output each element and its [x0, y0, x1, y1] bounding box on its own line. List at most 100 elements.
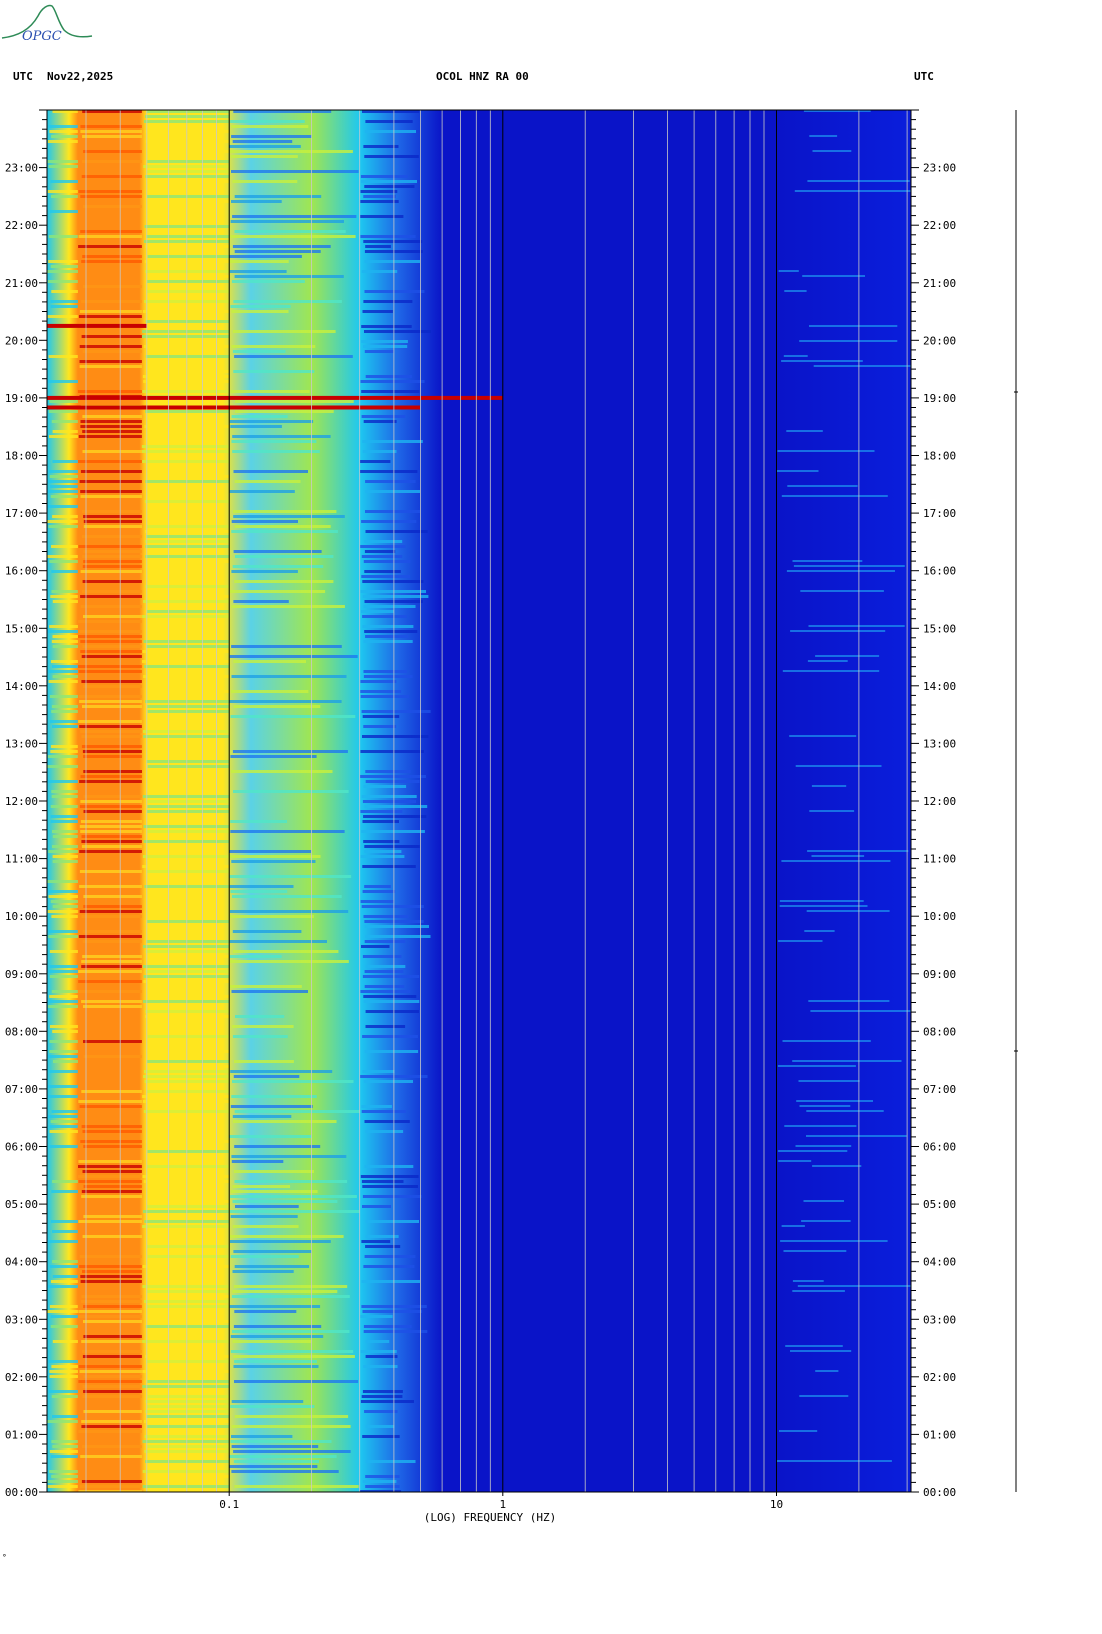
hf-burst	[807, 660, 848, 662]
spectral-stripe	[78, 190, 142, 193]
spectral-stripe	[364, 260, 420, 263]
y-tick-label: 18:00	[5, 450, 38, 463]
spectral-stripe	[47, 630, 78, 633]
spectral-stripe	[362, 1480, 397, 1483]
y-tick-label: 11:00	[5, 853, 38, 866]
spectral-stripe	[231, 990, 308, 993]
y-tick-label: 19:00	[5, 392, 38, 405]
spectral-stripe	[78, 1160, 142, 1163]
hf-burst	[795, 765, 882, 767]
spectral-stripe	[78, 1100, 142, 1103]
spectral-stripe	[50, 1315, 78, 1318]
spectral-stripe	[232, 1120, 337, 1123]
hf-burst	[799, 1105, 851, 1107]
spectral-stripe	[364, 985, 405, 988]
spectral-stripe	[50, 900, 78, 903]
hf-burst	[778, 270, 799, 272]
spectral-stripe	[230, 1255, 299, 1258]
spectral-stripe	[47, 1115, 78, 1118]
spectral-stripe	[365, 935, 431, 938]
spectral-stripe	[364, 540, 403, 543]
spectral-stripe	[47, 490, 78, 493]
spectral-stripe	[78, 935, 142, 938]
spectral-stripe	[360, 545, 406, 548]
spectral-stripe	[146, 645, 230, 648]
spectral-stripe	[360, 190, 398, 193]
spectral-stripe	[81, 1340, 142, 1343]
spectral-stripe	[363, 560, 411, 563]
spectral-stripe	[230, 1195, 357, 1198]
spectral-stripe	[49, 1145, 78, 1148]
spectral-stripe	[79, 850, 142, 853]
spectral-stripe	[234, 1360, 317, 1363]
spectral-stripe	[233, 1250, 312, 1253]
spectral-stripe	[82, 1350, 142, 1353]
spectral-stripe	[362, 450, 397, 453]
y-tick-label: 23:00	[5, 162, 38, 175]
spectral-stripe	[83, 1215, 142, 1218]
spectral-stripe	[365, 1340, 390, 1343]
spectral-stripe	[49, 965, 78, 968]
spectral-stripe	[230, 890, 288, 893]
spectral-stripe	[365, 1025, 406, 1028]
spectral-stripe	[78, 435, 142, 438]
spectral-stripe	[231, 1445, 319, 1448]
spectral-stripe	[143, 980, 230, 983]
spectral-stripe	[80, 195, 142, 198]
spectral-stripe	[361, 795, 417, 798]
y-tick-label: 06:00	[923, 1141, 956, 1154]
spectral-stripe	[234, 195, 322, 198]
spectral-stripe	[80, 595, 142, 598]
spectral-stripe	[365, 1235, 399, 1238]
spectral-stripe	[79, 345, 142, 348]
spectral-stripe	[80, 130, 142, 133]
spectral-stripe	[146, 525, 230, 528]
spectral-stripe	[79, 885, 142, 888]
spectral-stripe	[231, 345, 316, 348]
spectral-stripe	[360, 690, 402, 693]
spectral-stripe	[49, 1070, 78, 1073]
spectral-stripe	[363, 1330, 428, 1333]
spectral-stripe	[234, 1415, 349, 1418]
spectral-stripe	[233, 1325, 322, 1328]
spectral-stripe	[231, 520, 298, 523]
y-tick-label: 15:00	[923, 622, 956, 635]
spectral-stripe	[147, 1255, 230, 1258]
spectral-stripe	[146, 1205, 230, 1208]
spectral-stripe	[229, 255, 302, 258]
spectral-stripe	[80, 420, 142, 423]
spectral-stripe	[234, 400, 354, 403]
spectral-stripe	[364, 550, 396, 553]
spectral-stripe	[363, 420, 397, 423]
spectral-stripe	[229, 940, 327, 943]
spectral-stripe	[48, 355, 78, 358]
spectral-stripe	[230, 830, 345, 833]
spectral-stripe	[142, 450, 230, 453]
spectral-stripe	[362, 440, 423, 443]
hf-burst	[784, 290, 807, 292]
spectral-stripe	[82, 750, 142, 753]
spectral-stripe	[147, 255, 230, 258]
logo-volcano-icon	[1, 4, 93, 39]
spectral-stripe	[82, 555, 142, 558]
spectral-stripe	[47, 380, 78, 383]
hf-burst	[781, 495, 888, 497]
spectral-stripe	[82, 415, 142, 418]
hf-burst	[783, 355, 808, 357]
spectral-stripe	[229, 1455, 337, 1458]
spectral-stripe	[81, 335, 142, 338]
spectral-stripe	[231, 170, 359, 173]
spectral-stripe	[79, 910, 142, 913]
spectral-stripe	[363, 995, 417, 998]
spectral-stripe	[49, 1375, 78, 1378]
spectral-stripe	[232, 215, 357, 218]
spectral-stripe	[79, 1265, 142, 1268]
hf-burst	[801, 1220, 851, 1222]
spectral-stripe	[364, 970, 404, 973]
spectral-stripe	[362, 1185, 418, 1188]
spectral-stripe	[360, 680, 397, 683]
spectral-stripe	[51, 710, 78, 713]
spectral-stripe	[361, 575, 411, 578]
spectral-stripe	[79, 700, 142, 703]
y-tick-label: 22:00	[5, 219, 38, 232]
